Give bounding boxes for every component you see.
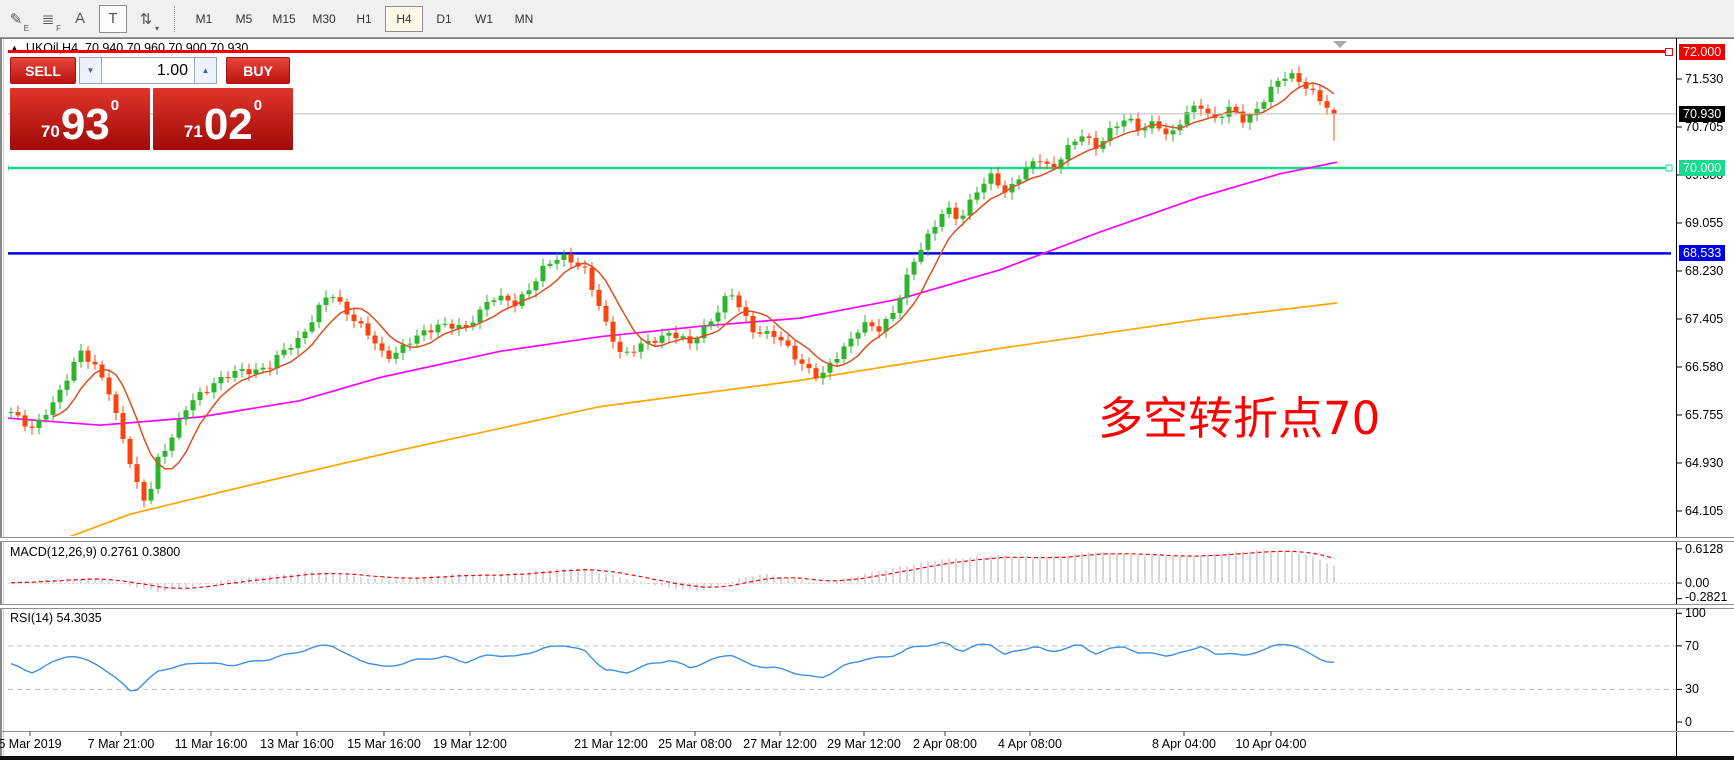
date-axis-label: 29 Mar 12:00 [827, 737, 901, 751]
price-axis-label: 67.405 [1685, 312, 1724, 326]
trade-prices-row: 70 93 0 71 02 0 [10, 88, 294, 150]
triangle-up-icon: ▲ [201, 66, 210, 75]
toolbar-timeframes: M1 M5 M15 M30 H1 H4 D1 W1 MN [184, 0, 544, 37]
volume-increase-button[interactable]: ▲ [194, 57, 217, 84]
macd-indicator-label: MACD(12,26,9) 0.2761 0.3800 [10, 545, 181, 559]
sell-price-big: 93 [60, 100, 110, 150]
arrow-objects-tool-icon[interactable]: ⇅ ▾ [139, 10, 159, 33]
chart-annotation-text[interactable]: 多空转折点70 [1098, 392, 1381, 445]
sell-price-display[interactable]: 70 93 0 [10, 88, 150, 150]
date-axis-label: 11 Mar 16:00 [174, 737, 248, 751]
date-axis-label: 15 Mar 16:00 [347, 737, 421, 751]
date-axis-label: 8 Apr 04:00 [1152, 737, 1216, 751]
draw-channel-tool-icon[interactable]: ✎ E [9, 10, 29, 33]
rsi-axis-label: 100 [1685, 606, 1706, 620]
toolbar-tools: ✎ E ≣ F A T ⇅ ▾ [0, 0, 162, 37]
date-axis-label: 19 Mar 12:00 [433, 737, 507, 751]
timeframe-button-d1[interactable]: D1 [436, 11, 452, 26]
timeframe-button-w1[interactable]: W1 [475, 11, 493, 26]
price-level-badge: 70.000 [1679, 160, 1726, 176]
window-left-border-inner [3, 37, 4, 758]
timeframe-button-h4[interactable]: H4 [385, 5, 423, 32]
price-level-badge: 68.533 [1679, 245, 1726, 261]
price-axis-label: 69.055 [1685, 216, 1724, 230]
price-axis-label: 66.580 [1685, 360, 1724, 374]
price-axis-label: 71.530 [1685, 72, 1724, 86]
date-axis-label: 2 Apr 08:00 [913, 737, 977, 751]
rsi-indicator-label: RSI(14) 54.3035 [10, 611, 102, 625]
rsi-axis-label: 0 [1685, 715, 1692, 729]
symbol-marker-icon: ▲ [10, 42, 19, 53]
rsi-axis-label: 30 [1685, 682, 1699, 696]
timeframe-button-m15[interactable]: M15 [272, 11, 296, 26]
toolbar-separator [174, 5, 176, 32]
date-axis-label: 25 Mar 08:00 [658, 737, 732, 751]
rsi-panel-splitter[interactable] [0, 604, 1734, 609]
macd-axis-label: 0.6128 [1685, 542, 1724, 556]
buy-price-small: 71 [183, 122, 203, 141]
trade-controls-row: SELL ▼ ▲ BUY [10, 57, 294, 84]
volume-input[interactable] [102, 57, 194, 84]
date-axis-label: 13 Mar 16:00 [260, 737, 334, 751]
buy-price-sup: 0 [253, 97, 263, 114]
volume-decrease-button[interactable]: ▼ [79, 57, 102, 84]
toolbar: ✎ E ≣ F A T ⇅ ▾ M1 M5 M15 M30 H1 H4 D1 W1 MN [0, 0, 1734, 38]
timeframe-button-m1[interactable]: M1 [195, 11, 213, 26]
sell-price-sup: 0 [110, 97, 120, 114]
price-axis-label: 65.755 [1685, 408, 1724, 422]
buy-price-display[interactable]: 71 02 0 [153, 88, 293, 150]
timeframe-button-h1[interactable]: H1 [356, 11, 372, 26]
date-axis-label: 27 Mar 12:00 [743, 737, 817, 751]
macd-axis-label: 0.00 [1685, 576, 1710, 590]
price-axis-label: 68.230 [1685, 264, 1724, 278]
text-tool-icon[interactable]: A [74, 10, 85, 27]
sell-price-small: 70 [40, 122, 60, 141]
date-axis-label: 5 Mar 2019 [0, 737, 62, 751]
text-label-tool-icon[interactable]: T [99, 4, 127, 33]
date-axis-label: 10 Apr 04:00 [1235, 737, 1307, 751]
timeframe-button-m5[interactable]: M5 [235, 11, 253, 26]
price-level-badge: 72.000 [1679, 44, 1726, 60]
date-axis-label: 21 Mar 12:00 [574, 737, 648, 751]
timeframe-button-mn[interactable]: MN [514, 11, 534, 26]
date-axis-label: 4 Apr 08:00 [998, 737, 1062, 751]
price-axis-label: 64.930 [1685, 456, 1724, 470]
fibonacci-tool-icon[interactable]: ≣ F [41, 10, 61, 33]
window-left-border [0, 37, 2, 758]
date-axis-label: 7 Mar 21:00 [87, 737, 155, 751]
macd-axis-label: -0.2821 [1685, 590, 1728, 604]
buy-price-big: 02 [203, 100, 253, 150]
rsi-axis-label: 70 [1685, 639, 1699, 653]
buy-button[interactable]: BUY [226, 57, 290, 84]
macd-panel-splitter[interactable] [0, 537, 1734, 542]
price-axis-label: 64.105 [1685, 504, 1724, 518]
price-axis-label: 70.705 [1685, 120, 1724, 134]
timeframe-button-m30[interactable]: M30 [312, 11, 336, 26]
sell-button[interactable]: SELL [10, 57, 76, 84]
current-price-badge: 70.930 [1679, 106, 1726, 122]
resistance-line-72[interactable] [8, 50, 1668, 53]
triangle-down-icon: ▼ [86, 66, 95, 75]
resistance-line-handle-icon[interactable] [1665, 48, 1673, 56]
horizontal-scrollbar[interactable] [0, 756, 1734, 760]
